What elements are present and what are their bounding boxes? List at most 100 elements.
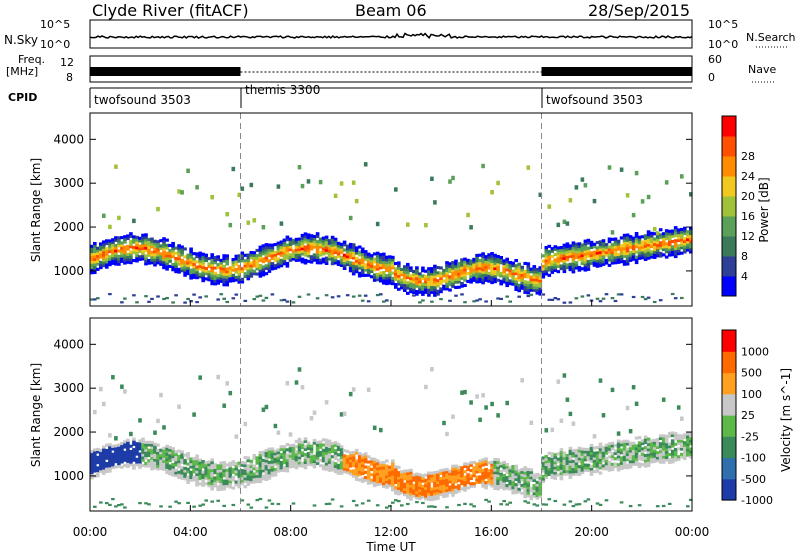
- data-cell: [394, 488, 398, 492]
- data-cell: [162, 425, 166, 430]
- data-cell: [114, 257, 118, 261]
- data-cell: [517, 265, 521, 269]
- velocity-colorbar-frame: [721, 329, 737, 501]
- data-cell: [394, 486, 398, 490]
- data-cell: [144, 454, 148, 458]
- data-cell: [246, 269, 251, 273]
- data-cell: [96, 257, 100, 261]
- data-cell: [246, 480, 251, 484]
- data-cell: [261, 477, 266, 481]
- data-cell: [451, 475, 455, 479]
- data-cell: [544, 264, 549, 268]
- data-cell: [385, 477, 389, 481]
- data-cell: [351, 472, 356, 476]
- data-cell: [427, 275, 431, 279]
- data-cell: [231, 297, 236, 300]
- data-cell: [532, 494, 537, 498]
- data-cell: [177, 470, 181, 474]
- data-cell: [616, 463, 621, 467]
- data-cell: [306, 179, 311, 184]
- data-cell: [583, 453, 588, 457]
- data-cell: [538, 287, 543, 291]
- data-cell: [568, 446, 573, 450]
- data-cell: [351, 256, 356, 260]
- data-cell: [502, 460, 506, 464]
- data-cell: [640, 439, 645, 443]
- data-cell: [276, 448, 281, 452]
- data-cell: [598, 242, 603, 246]
- data-cell: [433, 283, 437, 287]
- data-cell: [372, 460, 377, 464]
- data-cell: [375, 467, 380, 471]
- data-cell: [183, 469, 187, 473]
- data-cell: [532, 283, 537, 287]
- data-cell: [168, 472, 172, 476]
- data-cell: [261, 268, 266, 272]
- data-cell: [559, 246, 564, 250]
- data-cell: [529, 470, 534, 474]
- data-cell: [403, 469, 407, 473]
- data-cell: [165, 452, 169, 456]
- data-cell: [628, 245, 633, 249]
- data-cell: [616, 258, 621, 262]
- data-cell: [309, 455, 314, 459]
- data-cell: [562, 472, 567, 476]
- data-cell: [210, 466, 214, 470]
- data-cell: [237, 254, 242, 258]
- data-cell: [192, 267, 196, 271]
- data-cell: [231, 462, 236, 466]
- data-cell: [159, 257, 163, 261]
- data-cell: [469, 267, 473, 271]
- data-cell: [619, 501, 624, 504]
- data-cell: [493, 473, 497, 477]
- data-cell: [418, 285, 422, 289]
- data-cell: [105, 252, 109, 256]
- data-cell: [111, 498, 115, 501]
- data-cell: [400, 486, 404, 490]
- data-cell: [177, 249, 181, 253]
- data-cell: [288, 258, 293, 262]
- data-cell: [493, 280, 497, 284]
- data-cell: [475, 259, 479, 263]
- data-cell: [105, 257, 109, 261]
- data-cell: [415, 266, 419, 270]
- data-cell: [607, 455, 612, 459]
- data-cell: [382, 476, 386, 480]
- data-cell: [388, 478, 392, 482]
- data-cell: [526, 470, 531, 474]
- data-cell: [237, 275, 242, 279]
- cpid-segment-3: twofsound 3503: [546, 93, 643, 107]
- data-cell: [601, 247, 606, 251]
- data-cell: [213, 274, 217, 278]
- data-cell: [661, 442, 666, 446]
- data-cell: [162, 467, 166, 471]
- data-cell: [484, 257, 488, 261]
- data-cell: [553, 455, 558, 459]
- data-cell: [273, 473, 278, 477]
- data-cell: [583, 455, 588, 459]
- data-cell: [354, 504, 359, 507]
- data-cell: [306, 249, 311, 253]
- data-cell: [520, 284, 524, 288]
- data-cell: [406, 222, 410, 227]
- data-cell: [234, 262, 239, 266]
- data-cell: [469, 264, 473, 268]
- data-cell: [267, 468, 272, 472]
- data-cell: [628, 444, 633, 448]
- data-cell: [267, 476, 272, 480]
- data-cell: [249, 253, 254, 257]
- data-cell: [403, 278, 407, 282]
- data-cell: [309, 460, 314, 464]
- data-cell: [607, 466, 612, 470]
- data-cell: [297, 445, 302, 449]
- data-cell: [580, 465, 585, 469]
- data-cell: [415, 483, 419, 487]
- data-cell: [568, 411, 573, 417]
- data-cell: [198, 254, 202, 258]
- data-cell: [454, 280, 458, 284]
- data-cell: [258, 497, 263, 501]
- data-cell: [321, 459, 326, 463]
- data-cell: [321, 456, 326, 460]
- data-cell: [433, 275, 437, 279]
- data-cell: [330, 442, 335, 446]
